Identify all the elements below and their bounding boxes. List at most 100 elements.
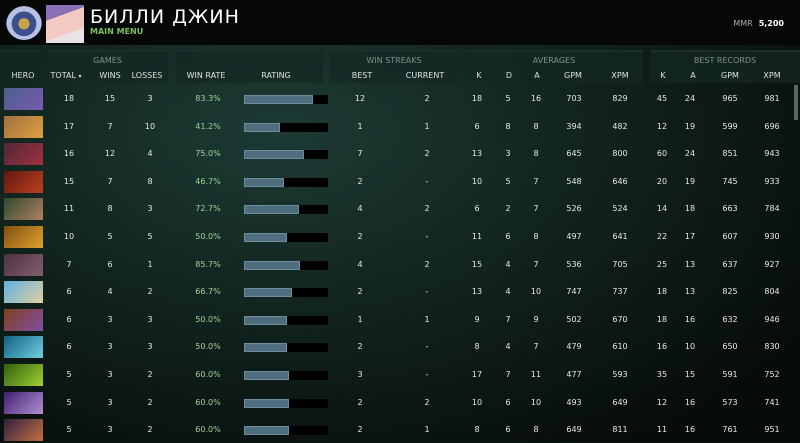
hero-portrait-icon[interactable] (4, 308, 43, 331)
cell-win-rate: 72.7% (195, 204, 221, 214)
table-row[interactable]: 5 3 2 60.0% 2 2 10 6 10 493 649 12 16 573 741 (0, 390, 790, 416)
cell-d: 7 (505, 370, 511, 379)
cell-wins: 7 (107, 121, 113, 131)
rating-bar (244, 426, 328, 436)
col-avg-a[interactable]: A (534, 71, 540, 80)
cell-bgpm: 825 (722, 287, 738, 297)
cell-losses: 8 (147, 176, 153, 186)
table-row[interactable]: 7 6 1 85.7% 4 2 15 4 7 536 705 25 13 637 927 (0, 252, 790, 278)
cell-current: 2 (424, 149, 430, 159)
col-hero[interactable]: HERO (11, 71, 35, 80)
col-avg-d[interactable]: D (505, 71, 513, 80)
cell-bxpm: 943 (764, 149, 780, 159)
hero-portrait-icon[interactable] (4, 170, 43, 193)
table-row[interactable]: 5 3 2 60.0% 2 1 8 6 8 649 811 11 16 761 951 (0, 417, 790, 443)
cell-a: 8 (533, 232, 539, 241)
cell-bgpm: 573 (722, 397, 738, 407)
hero-portrait-icon[interactable] (4, 364, 43, 386)
col-avg-xpm[interactable]: XPM (611, 71, 629, 80)
hero-portrait-icon[interactable] (4, 88, 43, 110)
hero-portrait-icon[interactable] (4, 336, 43, 359)
cell-ba: 16 (684, 425, 696, 435)
cell-k: 11 (471, 232, 483, 241)
table-row[interactable]: 6 4 2 66.7% 2 - 13 4 10 747 737 18 13 825 804 (0, 279, 790, 305)
cell-bk: 18 (656, 314, 668, 324)
hero-portrait-icon[interactable] (4, 253, 43, 276)
hero-portrait-icon[interactable] (4, 281, 43, 304)
table-row[interactable]: 11 8 3 72.7% 4 2 6 2 7 526 524 14 18 663 784 (0, 196, 790, 222)
rating-bar (244, 122, 328, 132)
panel-rating (175, 50, 323, 83)
col-current-streak[interactable]: CURRENT (405, 71, 445, 80)
cell-a: 7 (533, 204, 539, 214)
cell-win-rate: 50.0% (195, 314, 221, 324)
cell-gpm: 703 (566, 94, 582, 103)
cell-xpm: 524 (612, 204, 628, 214)
col-total[interactable]: TOTAL ▾ (41, 71, 91, 80)
cell-losses: 1 (147, 259, 153, 269)
rating-bar (244, 288, 328, 298)
cell-losses: 4 (147, 149, 153, 159)
col-avg-gpm[interactable]: GPM (564, 71, 582, 80)
cell-xpm: 737 (612, 287, 628, 297)
col-best-gpm[interactable]: GPM (721, 71, 739, 80)
cell-current: - (425, 232, 429, 241)
hero-portrait-icon[interactable] (4, 391, 43, 414)
table-row[interactable]: 5 3 2 60.0% 3 - 17 7 11 477 593 35 15 591 752 (0, 362, 790, 388)
col-win-rate[interactable]: WIN RATE (186, 71, 226, 80)
rating-bar-fill (244, 233, 287, 242)
cell-bgpm: 607 (722, 232, 738, 241)
cell-gpm: 536 (566, 259, 582, 269)
rating-bar (244, 150, 328, 160)
cell-k: 8 (474, 425, 480, 435)
cell-bxpm: 981 (764, 94, 780, 103)
table-row[interactable]: 6 3 3 50.0% 2 - 8 4 7 479 610 16 10 650 830 (0, 334, 790, 360)
main-menu-link[interactable]: MAIN MENU (90, 27, 144, 36)
table-row[interactable]: 16 12 4 75.0% 7 2 13 3 8 645 800 60 24 851 943 (0, 141, 790, 167)
cell-k: 10 (471, 176, 483, 186)
cell-losses: 3 (147, 94, 153, 103)
cell-win-rate: 50.0% (195, 232, 221, 241)
col-best-k[interactable]: K (660, 71, 666, 80)
cell-d: 2 (505, 204, 511, 214)
cell-xpm: 649 (612, 397, 628, 407)
hero-portrait-icon[interactable] (4, 143, 43, 166)
hero-portrait-icon[interactable] (4, 226, 43, 248)
table-row[interactable]: 18 15 3 83.3% 12 2 18 5 16 703 829 45 24 965 981 (0, 86, 790, 112)
col-best-streak[interactable]: BEST (351, 71, 373, 80)
table-row[interactable]: 6 3 3 50.0% 1 1 9 7 9 502 670 18 16 632 946 (0, 307, 790, 333)
col-total-label: TOTAL (50, 71, 76, 80)
cell-win-rate: 66.7% (195, 287, 221, 297)
rating-bar (244, 260, 328, 270)
cell-d: 6 (505, 397, 511, 407)
table-row[interactable]: 15 7 8 46.7% 2 - 10 5 7 548 646 20 19 745 933 (0, 169, 790, 195)
cell-gpm: 649 (566, 425, 582, 435)
col-avg-k[interactable]: K (476, 71, 482, 80)
hero-portrait-icon[interactable] (4, 115, 43, 138)
cell-best: 2 (357, 287, 363, 297)
cell-d: 5 (505, 94, 511, 103)
cell-bxpm: 784 (764, 204, 780, 214)
col-best-xpm[interactable]: XPM (763, 71, 781, 80)
col-losses[interactable]: LOSSES (131, 71, 163, 80)
cell-wins: 3 (107, 370, 113, 379)
cell-best: 2 (357, 342, 363, 352)
hero-portrait-icon[interactable] (4, 419, 43, 442)
cell-a: 8 (533, 121, 539, 131)
cell-losses: 3 (147, 314, 153, 324)
group-best-records: BEST RECORDS (693, 56, 757, 65)
group-averages: AVERAGES (532, 56, 576, 65)
cell-bgpm: 965 (722, 94, 738, 103)
table-row[interactable]: 10 5 5 50.0% 2 - 11 6 8 497 641 22 17 607 930 (0, 224, 790, 250)
cell-bxpm: 804 (764, 287, 780, 297)
cell-current: 2 (424, 397, 430, 407)
scrollbar[interactable] (794, 85, 798, 120)
col-wins[interactable]: WINS (99, 71, 121, 80)
cell-bxpm: 951 (764, 425, 780, 435)
hero-portrait-icon[interactable] (4, 198, 43, 221)
cell-bxpm: 930 (764, 232, 780, 241)
col-best-a[interactable]: A (690, 71, 696, 80)
table-row[interactable]: 17 7 10 41.2% 1 1 6 8 8 394 482 12 19 599 696 (0, 114, 790, 140)
col-rating[interactable]: RATING (261, 71, 291, 80)
avatar[interactable] (46, 5, 84, 43)
